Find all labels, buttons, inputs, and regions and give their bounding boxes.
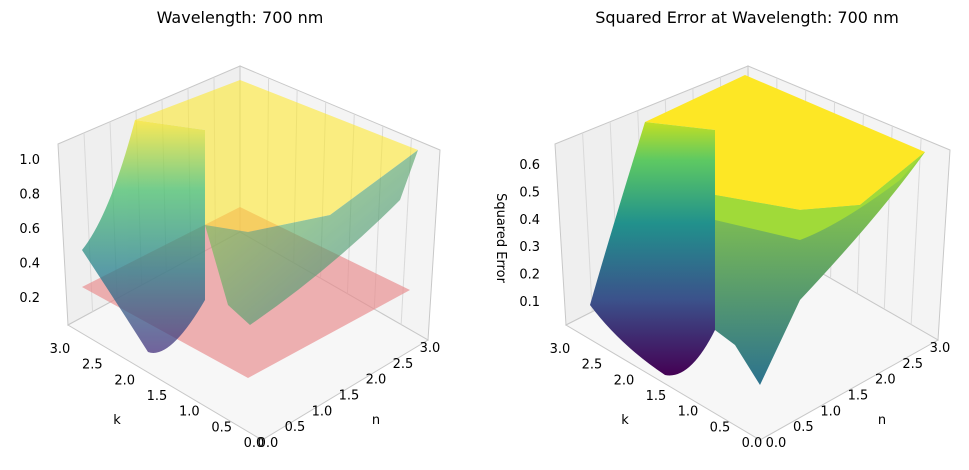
- right-z-tick-label: 0.3: [519, 240, 540, 255]
- right-x-tick-label: 2.5: [902, 357, 923, 372]
- left-z-tick-label: 0.4: [19, 257, 40, 272]
- left-surface-well: [82, 120, 205, 353]
- left-x-tick-label: 2.5: [393, 357, 414, 372]
- right-z-tick-label: 0.1: [519, 295, 540, 310]
- left-z-tick-label: 0.6: [19, 222, 40, 237]
- left-surface-slope: [205, 150, 418, 325]
- left-surface-plateau: [135, 80, 418, 232]
- left-subplot: Wavelength: 700 nm: [19, 8, 441, 451]
- left-chart-title: Wavelength: 700 nm: [157, 8, 324, 27]
- left-x-tick-label: 1.5: [339, 389, 360, 404]
- right-x-tick-label: 0.5: [793, 420, 814, 435]
- right-x-tick-label: 3.0: [930, 341, 951, 356]
- left-y-tick-label: 1.0: [179, 405, 200, 420]
- left-y-axis-label: k: [113, 413, 121, 428]
- left-x-tick-label: 3.0: [420, 341, 441, 356]
- left-tick-labels: 0.0 0.5 1.0 1.5 2.0 2.5 3.0 0.0 0.5 1.0 1.5 2.0 2.5 3…: [19, 153, 440, 451]
- right-x-tick-label: 1.5: [848, 389, 869, 404]
- right-z-tick-label: 0.6: [519, 158, 540, 173]
- right-y-tick-label: 1.5: [646, 389, 667, 404]
- left-x-tick-label: 2.0: [366, 373, 387, 388]
- right-y-tick-label: 3.0: [550, 342, 571, 357]
- right-gridline: [910, 137, 922, 325]
- right-surface-rim: [715, 152, 925, 240]
- left-z-tick-label: 0.2: [19, 291, 40, 306]
- left-x-axis-label: n: [372, 413, 380, 428]
- right-gridline: [582, 132, 593, 312]
- right-x-axis-label: n: [878, 413, 886, 428]
- left-gridline: [83, 132, 94, 312]
- right-y-tick-label: 1.0: [678, 405, 699, 420]
- right-x-tick-label: 1.0: [820, 404, 841, 419]
- left-y-tick-label: 0.5: [211, 420, 232, 435]
- left-y-tick-label: 0.0: [244, 436, 265, 451]
- left-x-tick-label: 0.0: [258, 436, 279, 451]
- right-x-tick-label: 2.0: [875, 373, 896, 388]
- right-x-tick-label: 0.0: [766, 436, 787, 451]
- right-z-tick-label: 0.4: [519, 213, 540, 228]
- right-chart-title: Squared Error at Wavelength: 700 nm: [595, 8, 899, 27]
- left-z-tick-label: 1.0: [19, 153, 40, 168]
- left-surface: [82, 80, 418, 353]
- right-z-tick-label: 0.2: [519, 268, 540, 283]
- right-z-axis-label: Squared Error: [493, 193, 508, 283]
- right-surface: [590, 75, 925, 385]
- right-z-tick-label: 0.5: [519, 185, 540, 200]
- left-y-tick-label: 2.0: [114, 373, 135, 388]
- right-subplot: Squared Error at Wavelength: 700 nm: [493, 8, 951, 451]
- right-y-axis-label: k: [621, 413, 629, 428]
- right-y-tick-label: 2.0: [614, 373, 635, 388]
- left-x-tick-label: 0.5: [285, 420, 306, 435]
- left-y-tick-label: 2.5: [82, 358, 103, 373]
- right-y-tick-label: 0.5: [710, 420, 731, 435]
- left-y-tick-label: 1.5: [147, 389, 168, 404]
- right-y-tick-label: 2.5: [582, 358, 603, 373]
- left-x-tick-label: 1.0: [312, 404, 333, 419]
- right-tick-labels: 0.0 0.5 1.0 1.5 2.0 2.5 3.0 0.0 0.5 1.0 1.5 2.0 2.5 3…: [519, 158, 950, 451]
- left-y-tick-label: 3.0: [50, 342, 71, 357]
- left-z-tick-label: 0.8: [19, 188, 40, 203]
- right-y-tick-label: 0.0: [742, 436, 763, 451]
- right-surface-well: [590, 122, 715, 376]
